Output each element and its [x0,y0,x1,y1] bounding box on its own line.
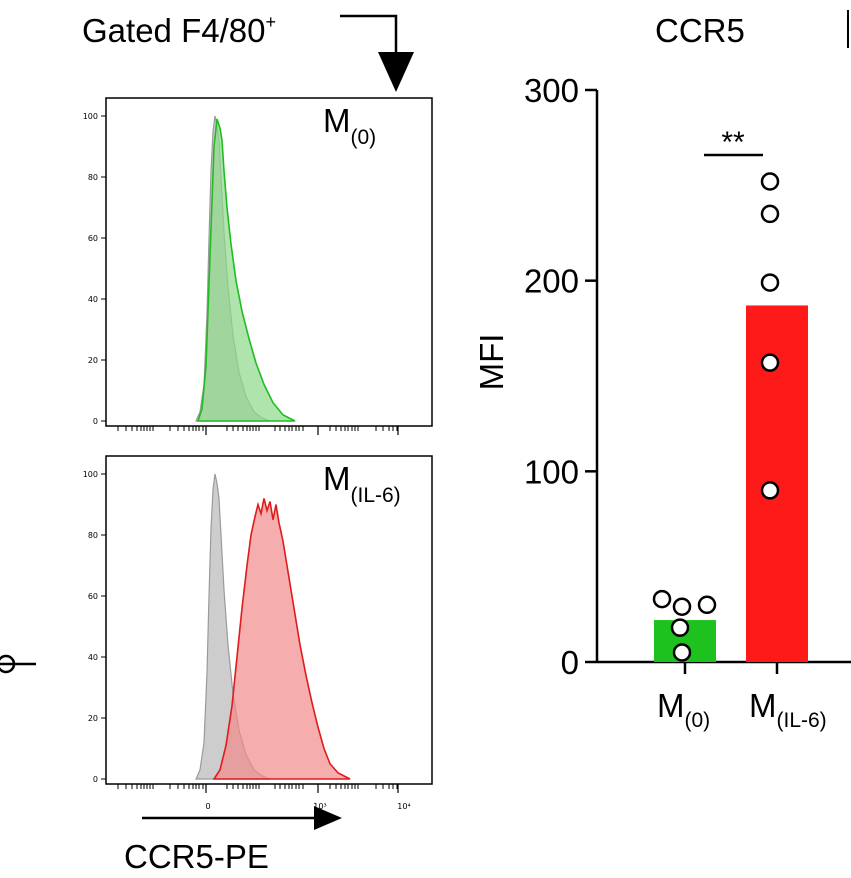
significance-stars: ** [721,126,745,159]
histogram-frame [105,455,433,785]
right-panel-title: CCR5 [655,12,745,49]
bar-y-label: MFI [473,334,510,391]
gate-arrow-head [378,52,414,92]
y-tick-label: 0 [93,417,98,426]
data-point [697,595,717,615]
histogram-panel-m0: 0 20 40 60 80 100 M(0) [83,97,433,435]
y-tick-label: 60 [88,234,98,243]
histogram-frame [105,97,433,427]
data-point [760,353,780,372]
bar-y-tick-label: 0 [561,644,579,681]
y-tick-label: 100 [83,112,98,121]
data-point [760,172,780,191]
bar-chart: 0 100 200 300 MFI M(0) M(IL-6) ** [473,72,851,732]
gate-arrow-line [340,14,398,52]
y-tick-label: 60 [88,592,98,601]
data-point [760,273,780,292]
histogram-label: M(0) [323,102,376,149]
y-tick-label: 80 [88,531,98,540]
y-tick-label: 20 [88,714,98,723]
y-tick-label: 40 [88,653,98,662]
data-point [760,204,780,224]
bar-y-tick-label: 200 [524,263,579,300]
sample-histogram [212,498,351,780]
y-tick-label: 80 [88,173,98,182]
data-point [672,643,692,662]
y-tick-label: 100 [83,470,98,479]
y-tick-label: 0 [93,775,98,784]
y-tick-label: 40 [88,295,98,304]
data-point [670,618,690,637]
data-point [672,597,692,616]
flow-x-arrow-head [314,806,342,830]
bar-y-tick-label: 300 [524,72,579,109]
x-tick-label: 10³ [313,802,326,811]
sample-histogram [196,118,296,422]
bar-x-tick-label: M(IL-6) [749,687,827,732]
data-point [760,481,780,500]
x-tick-label: 0 [205,802,210,811]
flow-x-label: CCR5-PE [124,838,269,875]
histogram-label: M(IL-6) [323,460,401,507]
bar-x-tick-label: M(0) [657,687,710,732]
y-tick-label: 20 [88,356,98,365]
histogram-panel-mil6: 0 20 40 60 80 100 0 10³ 10⁴ M(IL-6) [83,455,433,811]
x-tick-label: 10⁴ [397,802,410,811]
bar-y-tick-label: 100 [524,453,579,490]
gate-label: Gated F4/80+ [82,12,276,49]
data-point [652,589,672,609]
